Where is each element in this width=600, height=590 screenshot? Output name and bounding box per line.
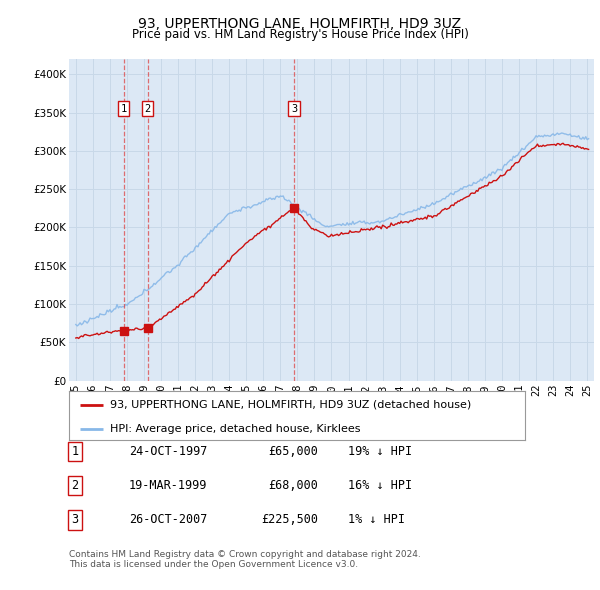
Text: This data is licensed under the Open Government Licence v3.0.: This data is licensed under the Open Gov… [69,559,358,569]
Text: 16% ↓ HPI: 16% ↓ HPI [348,479,412,492]
Text: 1: 1 [121,104,127,114]
Text: Price paid vs. HM Land Registry's House Price Index (HPI): Price paid vs. HM Land Registry's House … [131,28,469,41]
Text: 1: 1 [71,445,79,458]
Text: 3: 3 [291,104,297,114]
Text: £225,500: £225,500 [261,513,318,526]
Text: £65,000: £65,000 [268,445,318,458]
Text: HPI: Average price, detached house, Kirklees: HPI: Average price, detached house, Kirk… [110,424,361,434]
Text: £68,000: £68,000 [268,479,318,492]
Text: 1% ↓ HPI: 1% ↓ HPI [348,513,405,526]
Text: 26-OCT-2007: 26-OCT-2007 [129,513,208,526]
Text: 2: 2 [145,104,151,114]
Text: 93, UPPERTHONG LANE, HOLMFIRTH, HD9 3UZ: 93, UPPERTHONG LANE, HOLMFIRTH, HD9 3UZ [139,17,461,31]
Text: 19% ↓ HPI: 19% ↓ HPI [348,445,412,458]
Text: 2: 2 [71,479,79,492]
Text: 19-MAR-1999: 19-MAR-1999 [129,479,208,492]
Text: 93, UPPERTHONG LANE, HOLMFIRTH, HD9 3UZ (detached house): 93, UPPERTHONG LANE, HOLMFIRTH, HD9 3UZ … [110,399,471,409]
Text: Contains HM Land Registry data © Crown copyright and database right 2024.: Contains HM Land Registry data © Crown c… [69,550,421,559]
Text: 24-OCT-1997: 24-OCT-1997 [129,445,208,458]
Text: 3: 3 [71,513,79,526]
